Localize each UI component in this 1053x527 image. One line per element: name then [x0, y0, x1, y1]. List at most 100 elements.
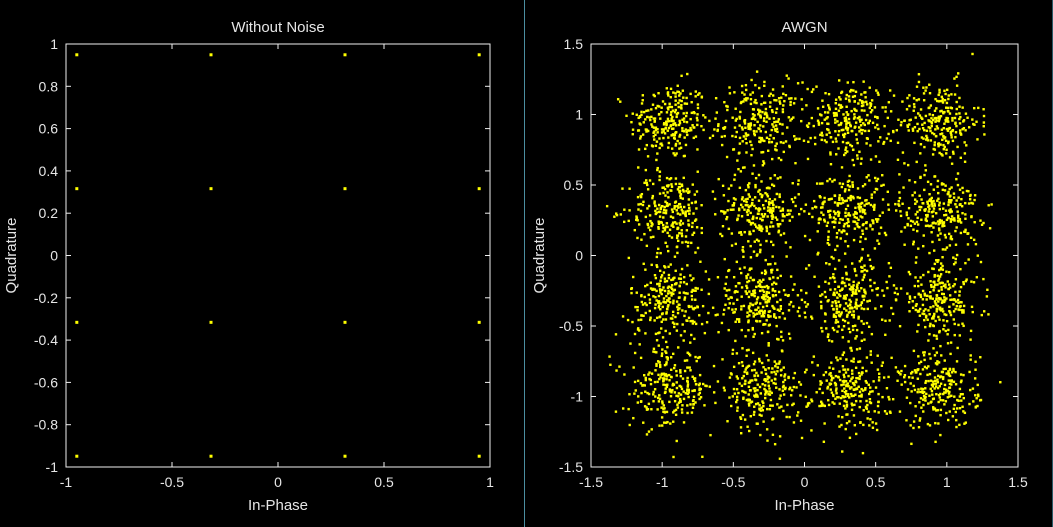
noisy-sample-point — [958, 117, 961, 121]
scatter-plot-awgn: AWGN-1.5 -1 -0.5 0 0.5 1 1.51.510.50-0.5-1-1.5… — [531, 19, 1028, 514]
noisy-sample-point — [735, 318, 739, 321]
noisy-sample-point — [650, 263, 653, 267]
noisy-sample-point — [862, 122, 865, 125]
noisy-sample-point — [674, 124, 678, 127]
noisy-sample-point — [929, 198, 933, 201]
noisy-sample-point — [671, 133, 675, 137]
noisy-sample-point — [766, 375, 770, 378]
noisy-sample-point — [951, 150, 955, 154]
noisy-sample-point — [949, 194, 952, 197]
noisy-sample-point — [846, 131, 850, 134]
noisy-sample-point — [798, 137, 801, 141]
noisy-sample-point — [964, 213, 967, 216]
noisy-sample-point — [664, 266, 667, 269]
noisy-sample-point — [661, 312, 664, 315]
noisy-sample-point — [653, 306, 657, 310]
noisy-sample-point — [838, 402, 842, 405]
noisy-sample-point — [932, 280, 935, 284]
noisy-sample-point — [815, 391, 818, 394]
noisy-sample-point — [752, 289, 755, 293]
noisy-sample-point — [733, 392, 737, 395]
x-tick-label: 1 — [486, 474, 494, 490]
noisy-sample-point — [752, 335, 755, 338]
noisy-sample-point — [824, 313, 827, 316]
noisy-sample-point — [885, 137, 889, 140]
noisy-sample-point — [828, 108, 831, 111]
noisy-sample-point — [851, 376, 854, 379]
noisy-sample-point — [855, 298, 858, 301]
noisy-sample-point — [837, 103, 841, 107]
noisy-sample-point — [869, 386, 872, 389]
noisy-sample-point — [861, 223, 865, 227]
noisy-sample-point — [764, 271, 768, 274]
noisy-sample-point — [851, 95, 855, 99]
noisy-sample-point — [778, 388, 781, 391]
noisy-sample-point — [752, 116, 755, 119]
noisy-sample-point — [660, 292, 663, 296]
noisy-sample-point — [658, 394, 661, 397]
noisy-sample-point — [832, 257, 835, 260]
noisy-sample-point — [642, 200, 645, 204]
y-tick-label: 1.5 — [564, 36, 584, 52]
noisy-sample-point — [943, 298, 947, 302]
noisy-sample-point — [873, 281, 876, 285]
noisy-sample-point — [764, 199, 768, 203]
noisy-sample-point — [902, 186, 905, 189]
noisy-sample-point — [673, 283, 677, 286]
noisy-sample-point — [680, 208, 683, 211]
noisy-sample-point — [918, 419, 921, 422]
noisy-sample-point — [827, 209, 830, 213]
noisy-sample-point — [864, 292, 867, 295]
noisy-sample-point — [693, 379, 697, 383]
noisy-sample-point — [922, 394, 926, 398]
noisy-sample-point — [666, 307, 669, 311]
noisy-sample-point — [678, 142, 681, 145]
noisy-sample-point — [911, 220, 915, 223]
noisy-sample-point — [782, 104, 785, 107]
noisy-sample-point — [683, 330, 686, 333]
noisy-sample-point — [653, 120, 656, 123]
noisy-sample-point — [862, 276, 866, 279]
noisy-sample-point — [650, 372, 654, 375]
noisy-sample-point — [671, 210, 675, 214]
noisy-sample-point — [762, 401, 765, 405]
noisy-sample-point — [686, 129, 690, 132]
noisy-sample-point — [811, 361, 814, 364]
noisy-sample-point — [659, 220, 663, 224]
noisy-sample-point — [750, 369, 754, 372]
noisy-sample-point — [633, 392, 636, 395]
noisy-sample-point — [662, 128, 665, 131]
noisy-sample-point — [793, 196, 797, 199]
noisy-sample-point — [740, 126, 744, 129]
noisy-sample-point — [743, 122, 747, 125]
noisy-sample-point — [755, 225, 758, 228]
noisy-sample-point — [741, 413, 745, 417]
noisy-sample-point — [869, 264, 873, 268]
noisy-sample-point — [900, 121, 903, 124]
noisy-sample-point — [741, 246, 745, 249]
noisy-sample-point — [956, 216, 960, 219]
noisy-sample-point — [949, 311, 952, 314]
noisy-sample-point — [681, 211, 685, 215]
noisy-sample-point — [942, 127, 945, 130]
noisy-sample-point — [682, 397, 686, 401]
noisy-sample-point — [908, 273, 912, 276]
noisy-sample-point — [678, 231, 681, 235]
noisy-sample-point — [754, 185, 757, 189]
noisy-sample-point — [956, 183, 960, 187]
noisy-sample-point — [677, 392, 681, 395]
noisy-sample-point — [728, 92, 732, 95]
noisy-sample-point — [955, 177, 958, 181]
noisy-sample-point — [690, 111, 694, 115]
noisy-sample-point — [751, 108, 755, 111]
noisy-sample-point — [655, 265, 659, 269]
noisy-sample-point — [660, 276, 663, 279]
noisy-sample-point — [943, 313, 946, 316]
noisy-sample-point — [658, 284, 661, 288]
y-tick-label: 0 — [575, 248, 583, 264]
noisy-sample-point — [953, 333, 956, 337]
noisy-sample-point — [788, 337, 792, 340]
noisy-sample-point — [845, 199, 848, 202]
noisy-sample-point — [671, 314, 675, 317]
noisy-sample-point — [670, 292, 674, 295]
